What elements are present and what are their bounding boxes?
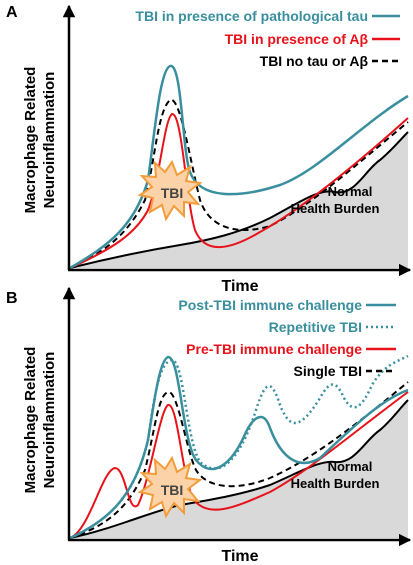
panel-b-curve-post	[69, 355, 409, 540]
panel-b-letter: B	[6, 290, 18, 307]
panel-a: A TBI Normal Health Burden Time Macropha…	[6, 4, 412, 295]
panel-b-tbi-label: TBI	[161, 482, 184, 498]
panel-a-legend-label-0: TBI in presence of pathological tau	[135, 8, 368, 24]
panel-b-curve-repetitive	[69, 354, 409, 540]
panel-a-normal-area	[70, 132, 408, 268]
panel-a-area-label-2: Health Burden	[291, 201, 380, 216]
panel-b-legend-label-3: Single TBI	[294, 363, 362, 379]
panel-b-ylabel-1: Macrophage Related	[22, 347, 39, 494]
panel-b-area-label-1: Normal	[328, 459, 373, 474]
panel-b-area-label-2: Health Burden	[291, 476, 380, 491]
panel-b-ylabel-2: Neuroinflammation	[41, 352, 58, 489]
panel-b-legend-label-2: Pre-TBI immune challenge	[186, 341, 362, 357]
panel-a-ylabel-1: Macrophage Related	[22, 67, 39, 214]
panel-b-legend: Post-TBI immune challenge Repetitive TBI…	[178, 297, 396, 379]
panel-b: B TBI Normal Health Burden Time Macropha…	[6, 286, 412, 565]
panel-b-xlabel: Time	[221, 548, 258, 565]
panel-a-letter: A	[6, 4, 18, 21]
panel-b-legend-label-1: Repetitive TBI	[269, 319, 362, 335]
panel-a-legend-label-2: TBI no tau or Aβ	[260, 53, 369, 69]
panel-a-normal-line	[69, 131, 409, 269]
panel-b-tbi-burst	[137, 455, 203, 519]
panel-a-tbi-label: TBI	[161, 185, 184, 201]
panel-a-legend: TBI in presence of pathological tau TBI …	[135, 8, 400, 69]
panel-a-xlabel: Time	[221, 278, 258, 295]
panel-a-tbi-burst	[137, 159, 203, 222]
panel-b-curve-single	[69, 381, 409, 539]
panel-a-ylabel-2: Neuroinflammation	[41, 72, 58, 209]
panel-b-normal-line	[69, 399, 409, 539]
panel-b-legend-label-0: Post-TBI immune challenge	[178, 297, 362, 313]
panel-a-legend-label-1: TBI in presence of Aβ	[225, 31, 369, 47]
panel-a-area-label-1: Normal	[328, 184, 373, 199]
panel-b-curve-pre	[69, 391, 409, 539]
panel-b-normal-area	[70, 400, 408, 538]
